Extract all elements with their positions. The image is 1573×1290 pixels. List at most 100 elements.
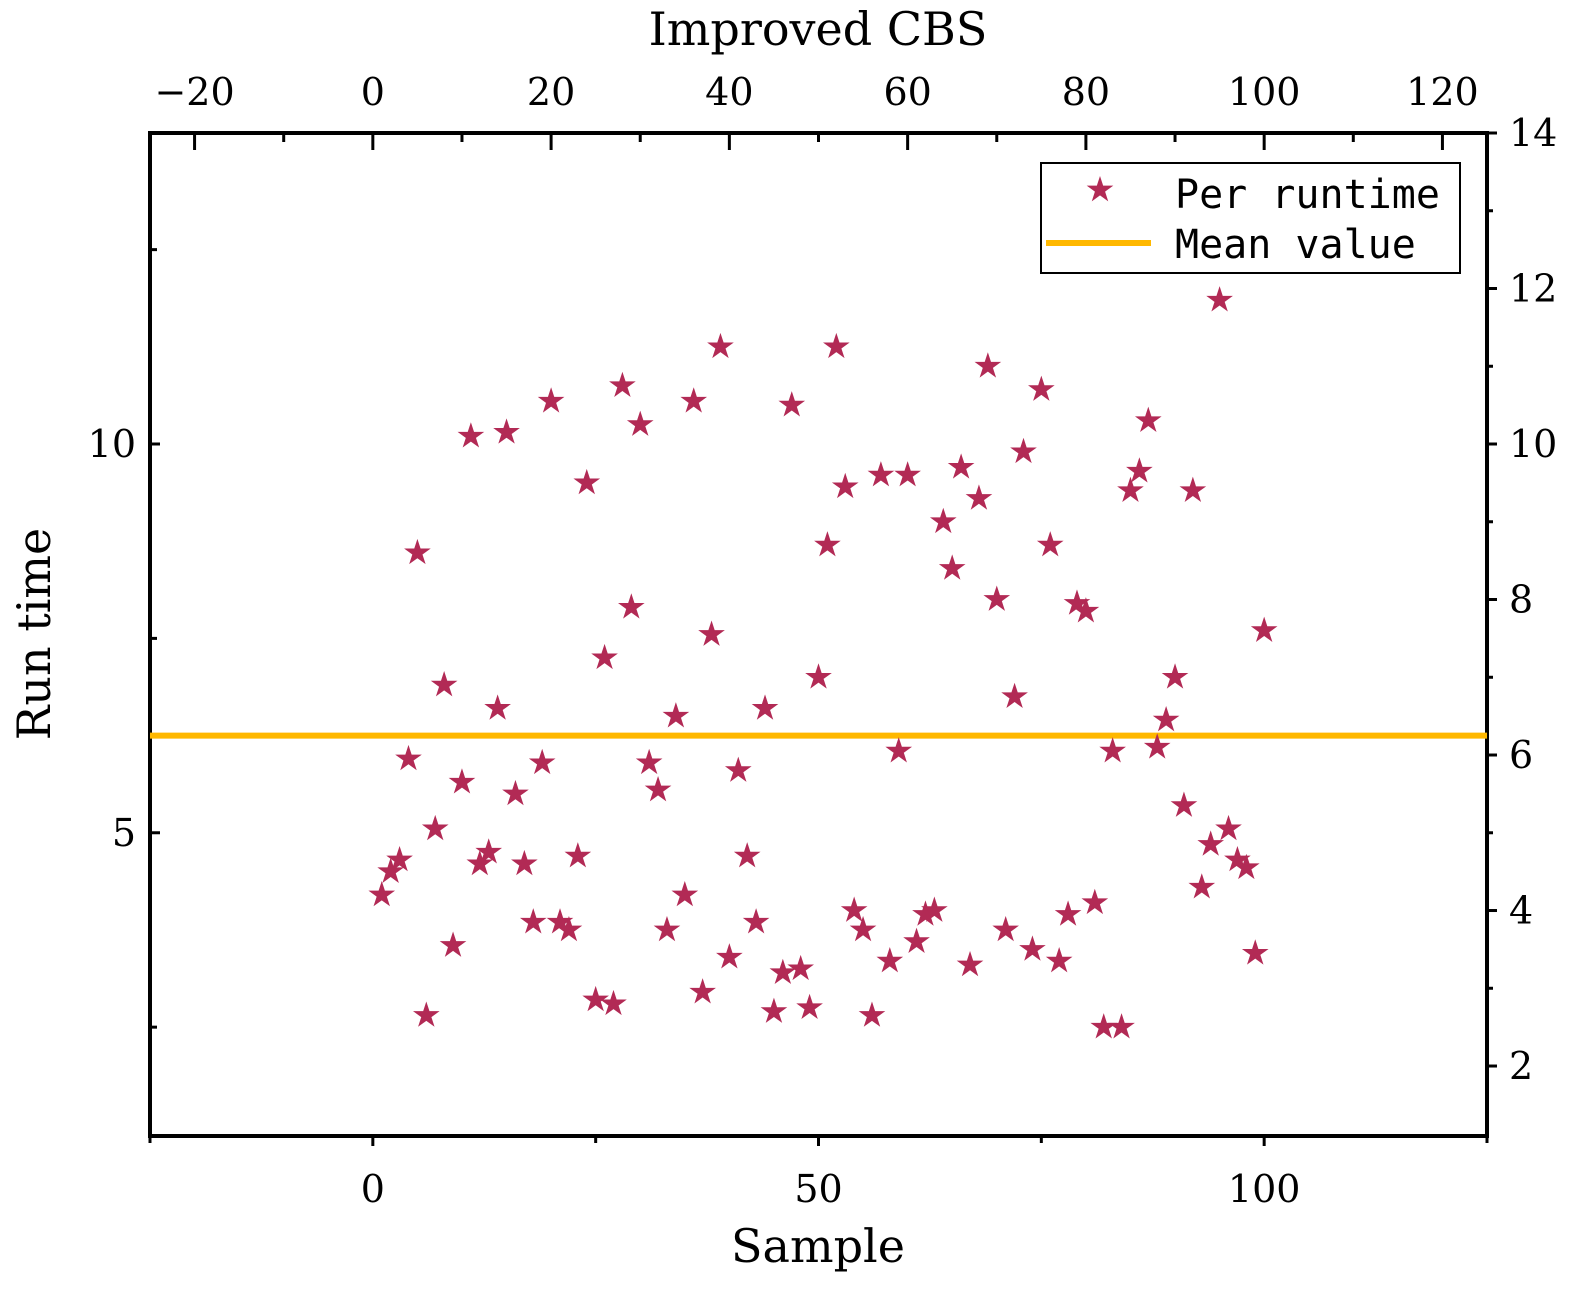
data-point bbox=[992, 915, 1019, 942]
legend-box bbox=[1040, 162, 1461, 274]
data-point bbox=[1206, 286, 1233, 312]
top-tick-label: 100 bbox=[1228, 70, 1301, 114]
top-axis-title: Improved CBS bbox=[649, 2, 988, 56]
top-tick-label: 60 bbox=[883, 70, 931, 114]
data-point bbox=[591, 643, 618, 670]
data-point bbox=[582, 985, 609, 1012]
data-point bbox=[412, 1001, 440, 1027]
data-point bbox=[644, 776, 672, 802]
right-tick-label: 8 bbox=[1509, 578, 1533, 622]
top-tick-label: 80 bbox=[1062, 70, 1110, 114]
data-point bbox=[831, 472, 859, 499]
data-point bbox=[573, 468, 601, 495]
data-point bbox=[858, 1001, 886, 1027]
data-point bbox=[698, 620, 725, 646]
bottom-tick-label: 100 bbox=[1228, 1167, 1301, 1211]
data-point bbox=[618, 593, 645, 619]
data-point bbox=[502, 779, 529, 806]
data-point bbox=[368, 880, 396, 907]
data-point bbox=[814, 531, 841, 557]
top-tick-label: 120 bbox=[1406, 70, 1479, 114]
data-point bbox=[823, 332, 850, 359]
plot-frame bbox=[148, 131, 1489, 1138]
top-x-axis-ticks: −20 0 20 40 60 80 100 120 bbox=[154, 70, 1479, 150]
data-point bbox=[1215, 814, 1242, 841]
data-point bbox=[965, 484, 993, 510]
data-point bbox=[938, 554, 966, 580]
data-point bbox=[1134, 406, 1162, 433]
data-point bbox=[1188, 873, 1216, 899]
legend-label-mean-value: Mean value bbox=[1175, 222, 1416, 268]
data-point bbox=[528, 748, 556, 775]
data-point bbox=[395, 744, 422, 771]
bottom-x-axis-ticks: 0 50 100 bbox=[148, 1136, 1489, 1211]
data-point bbox=[564, 842, 592, 868]
legend-label-per-runtime: Per runtime bbox=[1175, 172, 1440, 218]
data-point bbox=[1099, 737, 1126, 763]
data-point bbox=[1179, 476, 1207, 502]
top-tick-label: 20 bbox=[527, 70, 575, 114]
data-point bbox=[724, 756, 752, 782]
data-point bbox=[1045, 947, 1073, 973]
data-point bbox=[805, 663, 832, 689]
top-tick-label: 0 bbox=[361, 70, 385, 114]
data-point bbox=[537, 387, 565, 413]
data-point bbox=[1241, 939, 1269, 965]
legend: Per runtime Mean value bbox=[1040, 162, 1461, 274]
data-point bbox=[1250, 616, 1278, 642]
x-axis-title: Sample bbox=[731, 1219, 905, 1273]
data-point bbox=[457, 422, 485, 448]
data-point bbox=[751, 694, 779, 720]
data-point bbox=[519, 908, 547, 934]
data-point bbox=[609, 371, 636, 398]
data-point bbox=[1001, 682, 1028, 709]
data-point bbox=[1161, 663, 1189, 689]
data-points bbox=[368, 286, 1278, 1039]
top-tick-label: −20 bbox=[154, 70, 234, 114]
right-tick-label: 4 bbox=[1509, 889, 1533, 933]
data-point bbox=[1117, 476, 1144, 502]
data-point bbox=[707, 332, 734, 359]
left-y-axis-ticks: 5 10 bbox=[88, 248, 160, 1029]
data-point bbox=[1036, 531, 1064, 557]
data-point bbox=[983, 585, 1011, 611]
data-point bbox=[849, 915, 877, 942]
data-point bbox=[787, 954, 814, 981]
data-point bbox=[769, 958, 797, 985]
right-y-axis-ticks: 2 4 6 8 10 12 14 bbox=[1487, 111, 1557, 1088]
data-point bbox=[903, 927, 930, 953]
data-point bbox=[662, 702, 690, 728]
data-point bbox=[653, 915, 681, 942]
data-point bbox=[876, 947, 904, 973]
left-tick-label: 5 bbox=[112, 811, 136, 855]
data-point bbox=[439, 931, 467, 957]
data-point bbox=[511, 849, 538, 876]
bottom-tick-label: 0 bbox=[361, 1167, 385, 1211]
data-point bbox=[778, 391, 806, 417]
data-point bbox=[1010, 437, 1037, 464]
left-tick-label: 10 bbox=[88, 422, 136, 466]
data-point bbox=[947, 453, 975, 479]
right-tick-label: 12 bbox=[1509, 267, 1557, 311]
data-point bbox=[600, 989, 627, 1016]
data-point bbox=[974, 352, 1002, 378]
data-point bbox=[956, 950, 984, 977]
data-point bbox=[1152, 706, 1180, 732]
data-point bbox=[1028, 375, 1055, 401]
data-point bbox=[1081, 888, 1109, 915]
data-point bbox=[733, 842, 761, 868]
data-point bbox=[885, 737, 913, 763]
bottom-tick-label: 50 bbox=[794, 1167, 842, 1211]
data-point bbox=[760, 997, 788, 1023]
data-point bbox=[867, 461, 895, 487]
y-axis-title: Run time bbox=[7, 528, 61, 741]
data-point bbox=[626, 410, 654, 436]
data-point bbox=[484, 694, 511, 720]
data-point bbox=[929, 507, 957, 534]
data-point bbox=[448, 768, 476, 794]
data-point bbox=[742, 908, 770, 934]
data-point bbox=[716, 943, 743, 969]
top-tick-label: 40 bbox=[705, 70, 753, 114]
data-point bbox=[894, 461, 921, 487]
data-point bbox=[689, 978, 716, 1004]
